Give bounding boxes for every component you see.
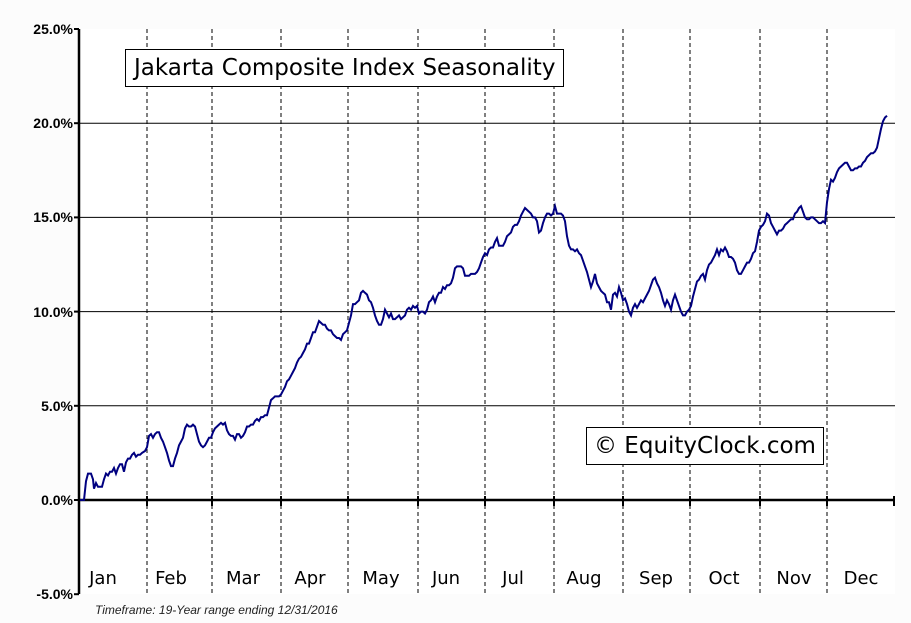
xtick-label: Dec xyxy=(843,568,879,589)
ytick-label: 0.0% xyxy=(41,492,73,508)
ytick-label: 15.0% xyxy=(33,209,73,225)
xtick-label: May xyxy=(362,568,400,589)
ytick-label: 10.0% xyxy=(33,304,73,320)
xtick-label: Jan xyxy=(89,568,117,589)
xtick-label: Jun xyxy=(431,568,461,589)
xtick-label: Aug xyxy=(566,568,602,589)
timeframe-footnote: Timeframe: 19-Year range ending 12/31/20… xyxy=(95,603,338,617)
xtick-label: Apr xyxy=(294,568,326,589)
ytick-label: 20.0% xyxy=(33,115,73,131)
y-axis-ticks xyxy=(74,28,79,596)
x-axis-ticks xyxy=(146,496,895,506)
copyright-watermark: © EquityClock.com xyxy=(586,427,824,465)
seasonality-line xyxy=(80,114,888,501)
ytick-label: 5.0% xyxy=(41,398,73,414)
ytick-label: 25.0% xyxy=(33,21,73,37)
xtick-label: Feb xyxy=(155,568,187,589)
xtick-label: Sep xyxy=(639,568,673,589)
horizontal-gridlines xyxy=(79,122,895,407)
xtick-label: Oct xyxy=(708,568,740,589)
ytick-label: -5.0% xyxy=(36,586,73,602)
xtick-label: Jul xyxy=(502,568,524,589)
xtick-label: Nov xyxy=(776,568,812,589)
xtick-label: Mar xyxy=(226,568,260,589)
chart-title: Jakarta Composite Index Seasonality xyxy=(125,49,565,87)
